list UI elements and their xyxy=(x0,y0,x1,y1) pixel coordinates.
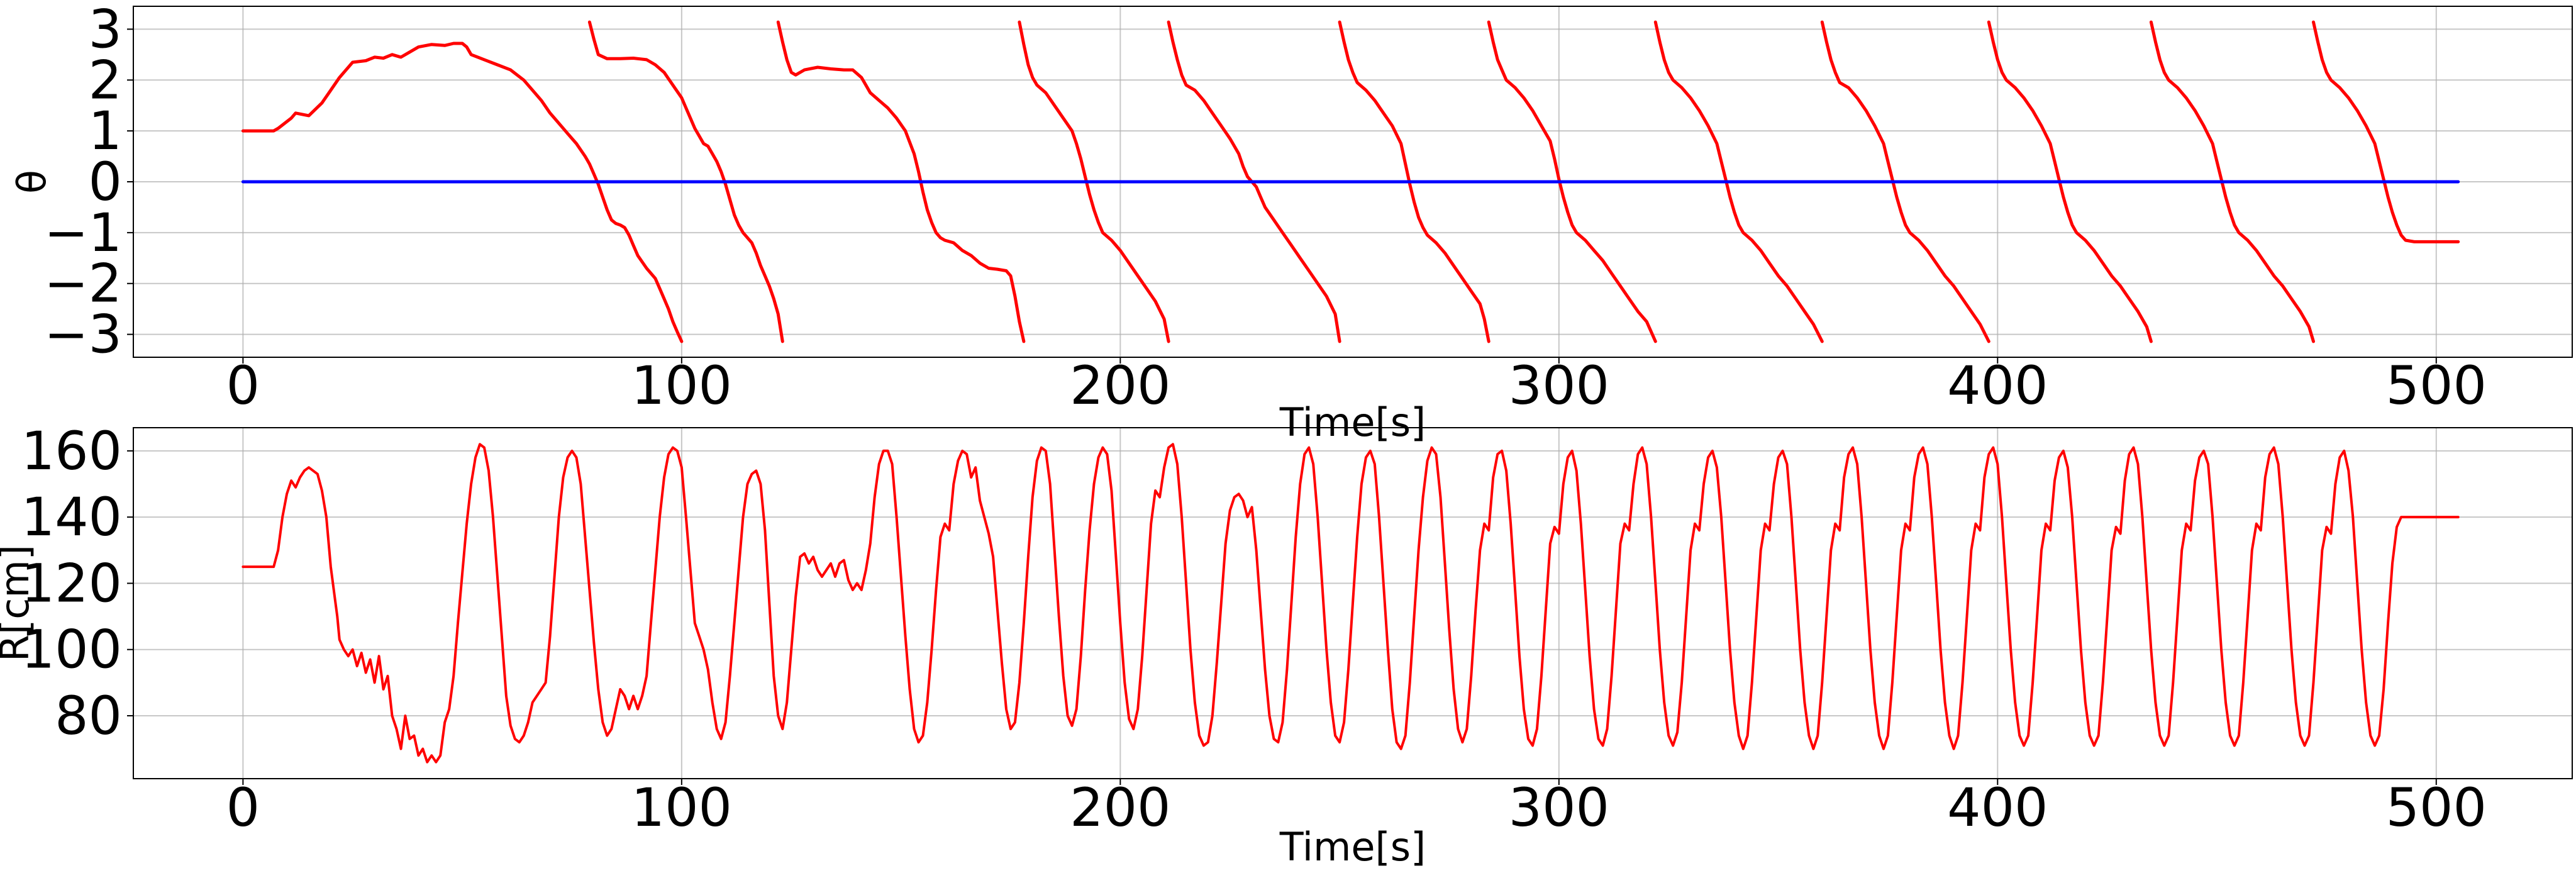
series-line-segment xyxy=(2312,20,2460,243)
y-tick-label: −1 xyxy=(44,202,122,264)
y-tick-label: 80 xyxy=(55,685,122,747)
x-tick-label: 400 xyxy=(1947,777,2048,838)
y-tick-label: −2 xyxy=(44,253,122,314)
series-line-segment xyxy=(1987,20,2153,343)
series-line-segment xyxy=(1338,20,1491,343)
series-line-segment xyxy=(776,20,1026,343)
series-line-segment xyxy=(1487,20,1657,343)
x-tick-label: 500 xyxy=(2386,777,2487,838)
y-tick-label: 2 xyxy=(89,49,122,111)
y-tick-label: 1 xyxy=(89,100,122,162)
x-tick-label: 300 xyxy=(1509,355,1609,416)
radius-panel: 0 100 200 300 400 50016014012010080Time[s]R[c… xyxy=(0,420,2573,870)
x-axis-label: Time[s] xyxy=(1279,399,1426,445)
x-tick-label: 0 xyxy=(226,777,260,838)
x-tick-label: 400 xyxy=(1947,355,2048,416)
series-line-segment xyxy=(2149,20,2315,343)
series-line-segment xyxy=(587,20,784,343)
x-tick-label: 0 xyxy=(226,355,260,416)
axes-frame xyxy=(133,427,2573,779)
series-line-segment xyxy=(241,42,684,343)
series-line-segment xyxy=(1653,20,1824,343)
y-axis-label: R[cm] xyxy=(0,545,38,662)
x-tick-label: 500 xyxy=(2386,355,2487,416)
y-tick-label: −3 xyxy=(44,304,122,365)
y-tick-label: 120 xyxy=(21,552,122,614)
series-line-segment xyxy=(1167,20,1341,343)
y-tick-label: 0 xyxy=(89,151,122,213)
y-axis-label: θ xyxy=(9,170,55,194)
x-tick-label: 200 xyxy=(1070,777,1170,838)
y-tick-label: 3 xyxy=(89,0,122,60)
x-tick-label: 100 xyxy=(631,355,732,416)
x-axis-label: Time[s] xyxy=(1279,824,1426,870)
plot-area xyxy=(241,20,2460,343)
x-tick-label: 200 xyxy=(1070,355,1170,416)
x-tick-label: 100 xyxy=(631,777,732,838)
plot-area xyxy=(242,443,2460,764)
series-line-segment xyxy=(242,443,2460,764)
y-tick-label: 100 xyxy=(21,619,122,681)
y-tick-label: 160 xyxy=(21,420,122,482)
x-tick-label: 300 xyxy=(1509,777,1609,838)
series-line-segment xyxy=(1820,20,1990,343)
series-line-segment xyxy=(1018,20,1170,343)
y-tick-label: 140 xyxy=(21,486,122,548)
